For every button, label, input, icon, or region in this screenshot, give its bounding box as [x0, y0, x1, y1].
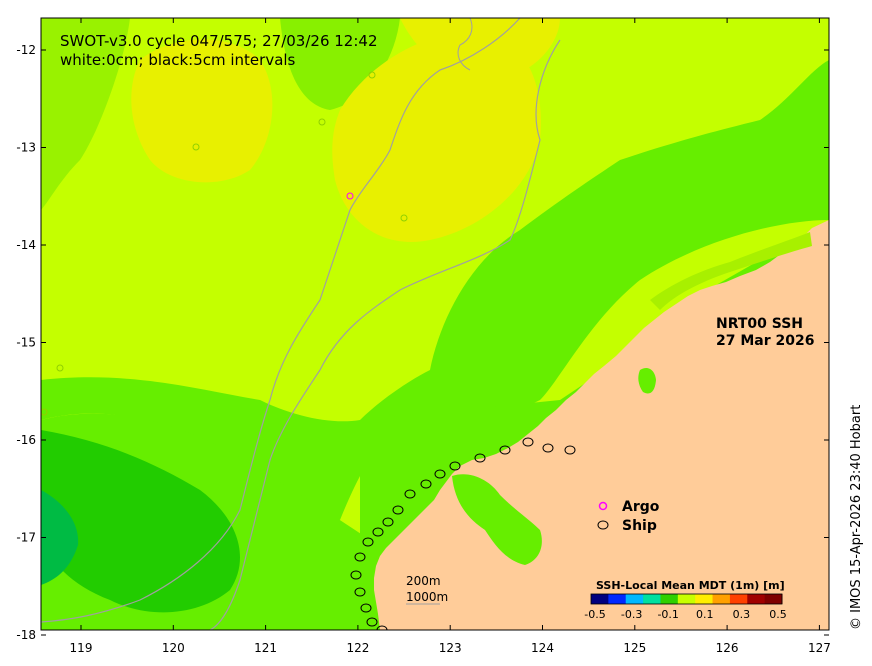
coastal-ssh-strip: [650, 232, 812, 310]
scale-label-1000m: 1000m: [406, 590, 448, 604]
ssh-high-region-north: [400, 18, 560, 81]
y-tick-label: -12: [16, 43, 36, 57]
ssh-deepest-region: [41, 490, 79, 585]
y-axis: -12 -13 -14 -15 -16 -17 -18: [16, 43, 829, 642]
colorbar-title: SSH-Local Mean MDT (1m) [m]: [596, 579, 785, 592]
colorbar-tick-label: -0.3: [621, 608, 642, 621]
contour-1000m: [41, 18, 521, 623]
y-tick-label: -17: [16, 531, 36, 545]
king-sound: [452, 474, 542, 565]
x-tick-label: 127: [808, 641, 831, 655]
x-tick-label: 126: [716, 641, 739, 655]
x-tick-label: 123: [439, 641, 462, 655]
colorbar-cells: [591, 594, 783, 604]
x-axis: 119 120 121 122 123 124 125 126 127: [70, 18, 831, 655]
colorbar-ticks: -0.5 -0.3 -0.1 0.1 0.3 0.5: [584, 608, 786, 621]
observation-dots: [41, 71, 408, 416]
colorbar-tick-label: -0.1: [657, 608, 678, 621]
colorbar-cell: [747, 594, 766, 604]
y-tick-label: -16: [16, 433, 36, 447]
colorbar-cell: [764, 594, 783, 604]
colorbar-tick-label: -0.5: [584, 608, 605, 621]
y-tick-label: -15: [16, 336, 36, 350]
ssh-high-region-central: [332, 30, 541, 242]
ship-legend-icon: [597, 520, 609, 530]
marker-legend: Argo Ship: [597, 499, 660, 534]
x-tick-label: 121: [254, 641, 277, 655]
colorbar-cell: [591, 594, 609, 604]
colorbar-cell: [660, 594, 679, 604]
argo-legend-label: Argo: [622, 499, 660, 515]
colorbar-tick-label: 0.1: [696, 608, 714, 621]
ssh-lowest-region: [41, 430, 240, 613]
colorbar-tick-label: 0.3: [733, 608, 751, 621]
map-plot-area: 200m 1000m SWOT-v3.0 cycle 047/575; 27/0…: [41, 18, 829, 630]
ssh-high-region-west: [131, 39, 273, 183]
y-tick-label: -18: [16, 628, 36, 642]
contour-200m: [209, 39, 561, 630]
map-title-line2: white:0cm; black:5cm intervals: [60, 51, 296, 69]
x-tick-label: 124: [531, 641, 554, 655]
y-tick-label: -13: [16, 141, 36, 155]
product-name: NRT00 SSH: [716, 316, 803, 332]
x-tick-label: 122: [346, 641, 369, 655]
colorbar: SSH-Local Mean MDT (1m) [m] -0.5 -0.3 -0.1…: [584, 579, 786, 621]
x-tick-label: 119: [70, 641, 93, 655]
argo-legend-icon: [598, 501, 608, 511]
colorbar-cell: [712, 594, 731, 604]
cambridge-gulf: [638, 368, 656, 394]
credit-text: © IMOS 15-Apr-2026 23:40 Hobart: [849, 405, 864, 630]
colorbar-tick-label: 0.5: [769, 608, 787, 621]
ship-track: [350, 437, 576, 630]
colorbar-cell: [625, 594, 644, 604]
x-tick-label: 120: [162, 641, 185, 655]
argo-float-marker: [346, 192, 354, 200]
plot-frame: [40, 17, 830, 631]
ssh-low-region-east: [360, 60, 829, 420]
colorbar-cell: [695, 594, 714, 604]
colorbar-cell: [729, 594, 748, 604]
scale-label-200m: 200m: [406, 574, 441, 588]
contour-reef: [457, 18, 473, 71]
y-tick-label: -14: [16, 238, 36, 252]
x-tick-label: 125: [623, 641, 646, 655]
colorbar-cell: [677, 594, 696, 604]
product-date: 27 Mar 2026: [716, 333, 814, 349]
ssh-low-lobe-topleft: [41, 18, 130, 210]
colorbar-cell: [608, 594, 627, 604]
colorbar-frame: [590, 593, 783, 605]
ship-legend-label: Ship: [622, 518, 657, 534]
colorbar-cell: [643, 594, 661, 604]
map-title-line1: SWOT-v3.0 cycle 047/575; 27/03/26 12:42: [60, 32, 378, 50]
ssh-low-lobe-top: [280, 18, 400, 110]
